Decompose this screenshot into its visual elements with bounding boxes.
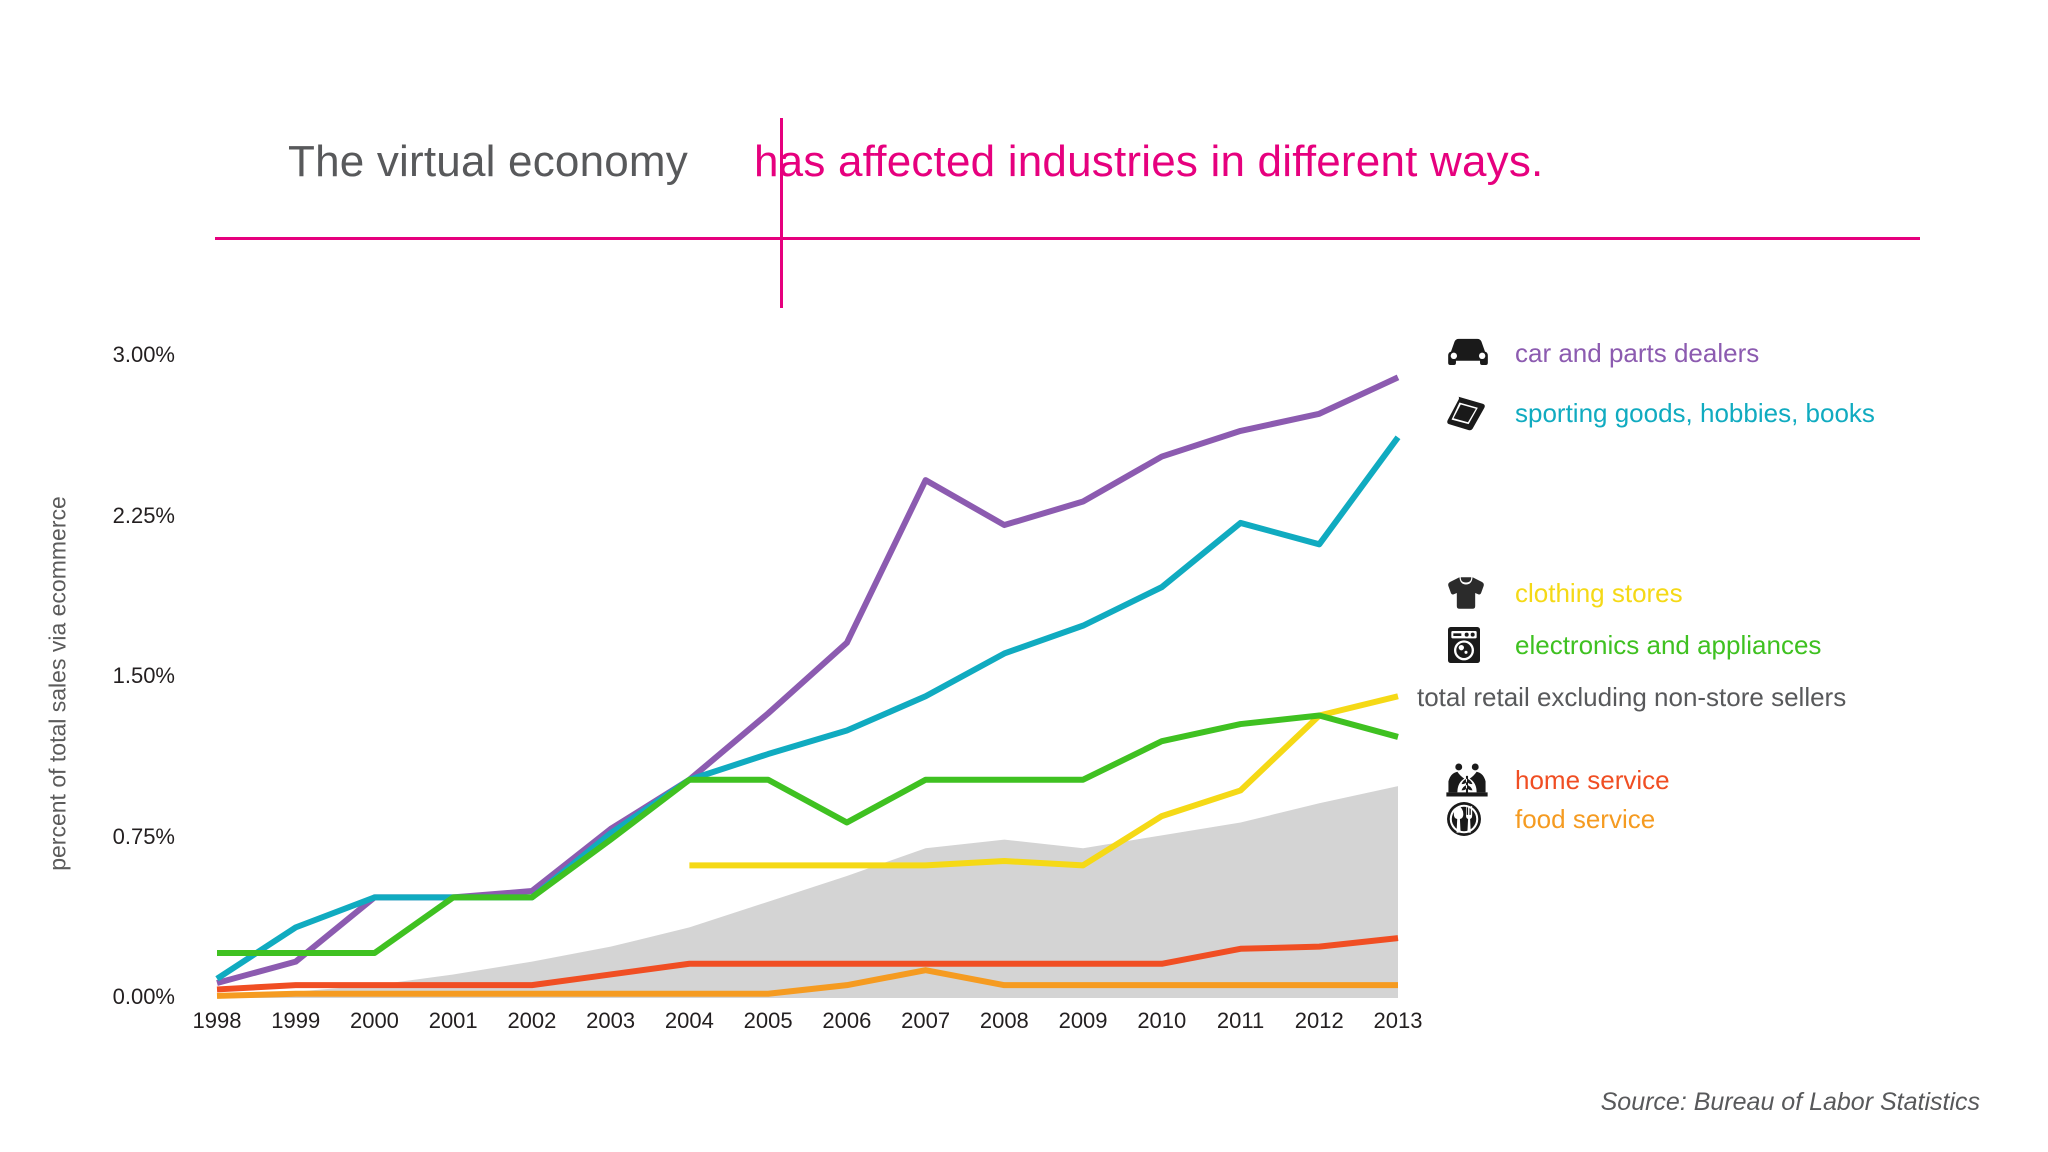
- x-tick-label: 2006: [822, 1008, 872, 1033]
- x-tick-label: 1999: [271, 1008, 321, 1033]
- legend-item-clothing-stores[interactable]: clothing stores: [1445, 570, 1683, 616]
- x-tick-label: 2009: [1058, 1008, 1108, 1033]
- legend-label: electronics and appliances: [1515, 629, 1822, 660]
- legend-label: sporting goods, hobbies, books: [1515, 397, 1875, 428]
- area-total-retail: [217, 786, 1398, 998]
- legend-label: car and parts dealers: [1515, 337, 1760, 368]
- x-tick-label: 2010: [1137, 1008, 1187, 1033]
- x-tick-label: 2012: [1294, 1008, 1344, 1033]
- series-line-electronics-and-appliances: [217, 712, 1399, 957]
- y-tick-label: 0.75%: [112, 823, 175, 849]
- page-title-right: has affected industries in different way…: [754, 137, 1544, 186]
- series-line-clothing-stores: [689, 693, 1399, 869]
- legend-label-total-retail: total retail excluding non-store sellers: [1417, 682, 1847, 712]
- y-tick-label: 3.00%: [112, 342, 175, 367]
- chart-legend: car and parts dealers sporting goods, hob…: [1417, 330, 2025, 1010]
- legend-item-electronics-and-appliances[interactable]: electronics and appliances: [1445, 622, 1821, 668]
- x-tick-label: 1998: [192, 1008, 242, 1033]
- legend-item-sporting-goods-hobbies-books[interactable]: sporting goods, hobbies, books: [1445, 390, 1875, 436]
- page-title-left: The virtual economy: [288, 137, 688, 186]
- y-tick-label: 1.50%: [112, 663, 175, 688]
- home-service-icon: [1445, 758, 1497, 802]
- y-tick-label: 0.00%: [112, 984, 175, 1009]
- x-tick-label: 2002: [507, 1008, 557, 1033]
- header-banner: The virtual economy has affected industr…: [0, 0, 2048, 308]
- x-tick-label: 2005: [743, 1008, 793, 1033]
- washing-machine-icon: [1445, 623, 1497, 667]
- car-icon: [1445, 331, 1497, 375]
- x-tick-label: 2004: [664, 1008, 714, 1033]
- x-tick-label: 2008: [979, 1008, 1029, 1033]
- title-underline: [215, 237, 1920, 240]
- legend-label: home service: [1515, 764, 1670, 795]
- book-icon: [1445, 391, 1497, 435]
- x-tick-label: 2011: [1216, 1008, 1265, 1033]
- food-service-icon: [1445, 797, 1497, 841]
- x-tick-label: 2000: [349, 1008, 399, 1033]
- series-line-sporting-goods-hobbies-books: [215, 435, 1401, 982]
- legend-label: clothing stores: [1515, 577, 1683, 608]
- series-line-food-service: [216, 967, 1398, 999]
- x-tick-label: 2013: [1373, 1008, 1423, 1033]
- source-note: Source: Bureau of Labor Statistics: [1600, 1088, 1980, 1116]
- legend-item-home-service[interactable]: home service: [1445, 757, 1670, 803]
- x-tick-label: 2007: [901, 1008, 951, 1033]
- legend-item-food-service[interactable]: food service: [1445, 796, 1655, 842]
- title-row: The virtual economy has affected industr…: [215, 128, 1915, 196]
- tshirt-icon: [1445, 571, 1497, 615]
- x-tick-label: 2003: [586, 1008, 636, 1033]
- x-tick-label: 2001: [428, 1008, 478, 1033]
- y-tick-label: 2.25%: [112, 502, 175, 528]
- legend-label: food service: [1515, 803, 1656, 834]
- series-line-home-service: [216, 935, 1399, 993]
- legend-item-car-and-parts-dealers[interactable]: car and parts dealers: [1445, 330, 1759, 376]
- title-divider: [780, 118, 783, 308]
